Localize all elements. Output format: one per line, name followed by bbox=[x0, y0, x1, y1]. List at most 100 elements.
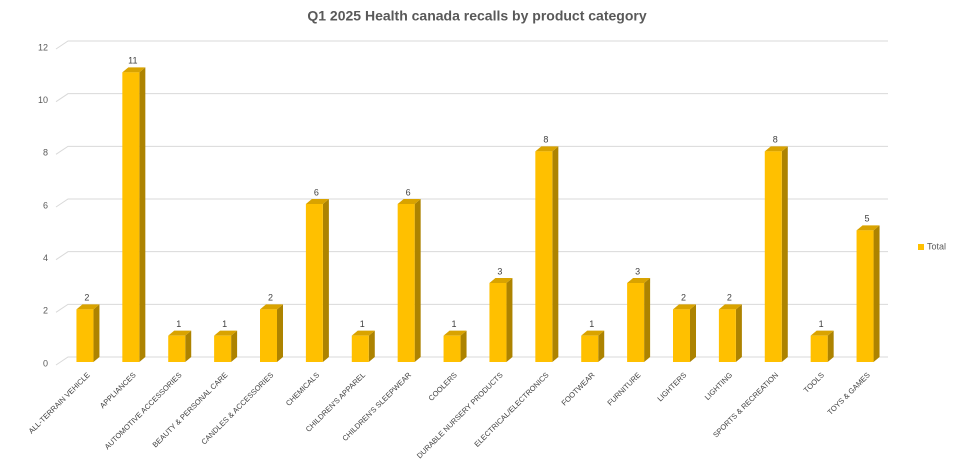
bar-group bbox=[535, 146, 559, 362]
bar-top bbox=[443, 330, 467, 336]
bar-top bbox=[76, 304, 100, 310]
bar-group bbox=[260, 304, 283, 362]
bar-side bbox=[414, 199, 421, 362]
bar-group bbox=[764, 146, 788, 362]
bar-top bbox=[397, 199, 421, 204]
y-tick-label: 8 bbox=[43, 148, 48, 158]
grid-line bbox=[55, 251, 888, 261]
bar-top bbox=[764, 146, 788, 152]
bar-top bbox=[856, 225, 880, 231]
bar-side bbox=[598, 330, 605, 362]
chart-title: Q1 2025 Health canada recalls by product… bbox=[307, 8, 646, 24]
data-label: 2 bbox=[727, 293, 732, 303]
bar-top bbox=[351, 330, 375, 336]
data-label: 3 bbox=[635, 266, 640, 276]
bar-group bbox=[351, 330, 375, 362]
data-label: 3 bbox=[497, 266, 502, 276]
legend-swatch bbox=[918, 244, 924, 250]
bar bbox=[764, 151, 782, 362]
data-label: 8 bbox=[773, 135, 778, 145]
data-label: 1 bbox=[819, 319, 824, 329]
bar-side bbox=[552, 146, 559, 362]
bar-top bbox=[305, 199, 329, 204]
bar-group bbox=[305, 199, 329, 362]
bar bbox=[718, 309, 736, 362]
bar-side bbox=[139, 67, 146, 362]
bar bbox=[810, 335, 828, 362]
x-tick-label: ELECTRICAL/ELECTRONICS bbox=[472, 370, 550, 448]
bar-top bbox=[535, 146, 559, 152]
y-tick-label: 2 bbox=[43, 306, 48, 316]
bar-group bbox=[489, 278, 513, 362]
bar-side bbox=[827, 330, 834, 362]
grid-line bbox=[55, 303, 888, 313]
bar bbox=[397, 204, 415, 362]
bar-group bbox=[627, 278, 651, 362]
x-tick-label: LIGHTERS bbox=[655, 370, 688, 403]
bar-group bbox=[214, 330, 238, 362]
x-tick-label: BEAUTY & PERSONAL CARE bbox=[151, 370, 230, 449]
data-label: 1 bbox=[176, 319, 181, 329]
bar-top bbox=[168, 330, 192, 336]
bar-group bbox=[581, 330, 605, 362]
bar bbox=[76, 309, 94, 362]
bar-group bbox=[443, 330, 467, 362]
grid-line bbox=[55, 93, 888, 103]
bar-side bbox=[231, 330, 238, 362]
bar-side bbox=[873, 225, 880, 362]
grid-line bbox=[55, 40, 888, 50]
bar-group bbox=[76, 304, 100, 362]
y-tick-label: 10 bbox=[38, 95, 48, 105]
bar bbox=[168, 335, 186, 362]
bar-side bbox=[644, 278, 651, 362]
bar-top bbox=[122, 67, 146, 73]
bar-top bbox=[214, 330, 238, 336]
data-label: 11 bbox=[128, 56, 137, 66]
data-label: 6 bbox=[406, 187, 411, 197]
grid-line bbox=[55, 145, 888, 155]
bar bbox=[627, 283, 645, 362]
bar-side bbox=[368, 330, 375, 362]
bar-side bbox=[735, 304, 742, 362]
bar-side bbox=[460, 330, 467, 362]
x-tick-label: FURNITURE bbox=[605, 370, 642, 407]
bar bbox=[673, 309, 690, 362]
grid-line bbox=[55, 356, 888, 366]
bar-side bbox=[93, 304, 100, 362]
bar-top bbox=[627, 278, 651, 283]
y-tick-label: 0 bbox=[43, 358, 48, 368]
data-label: 2 bbox=[681, 293, 686, 303]
bar-top bbox=[673, 304, 696, 310]
data-label: 8 bbox=[543, 135, 548, 145]
bar-group bbox=[856, 225, 880, 362]
bar-side bbox=[506, 278, 513, 362]
data-label: 2 bbox=[84, 293, 89, 303]
bar-side bbox=[322, 199, 329, 362]
legend-label: Total bbox=[927, 241, 946, 251]
bar bbox=[443, 335, 461, 362]
bar-side bbox=[781, 146, 788, 362]
y-tick-label: 6 bbox=[43, 200, 48, 210]
bar bbox=[305, 204, 323, 362]
bar-top bbox=[489, 278, 513, 283]
bar-group bbox=[168, 330, 192, 362]
y-tick-label: 12 bbox=[38, 42, 48, 52]
data-label: 1 bbox=[589, 319, 594, 329]
y-tick-label: 4 bbox=[43, 253, 48, 263]
bar bbox=[122, 72, 140, 362]
data-label: 5 bbox=[865, 214, 870, 224]
x-tick-label: ALL-TERRAIN VEHICLE bbox=[27, 370, 92, 435]
bar-top bbox=[718, 304, 742, 310]
bar-side bbox=[690, 304, 696, 362]
bar bbox=[351, 335, 369, 362]
x-tick-label: DURABLE NURSERY PRODUCTS bbox=[415, 370, 505, 460]
x-tick-label: TOYS & GAMES bbox=[826, 370, 872, 416]
bar-top bbox=[810, 330, 834, 336]
x-tick-label: LIGHTING bbox=[703, 370, 735, 402]
bar-group bbox=[810, 330, 834, 362]
bar-group bbox=[718, 304, 742, 362]
bar bbox=[214, 335, 232, 362]
bar-group bbox=[397, 199, 421, 362]
bar bbox=[489, 283, 507, 362]
